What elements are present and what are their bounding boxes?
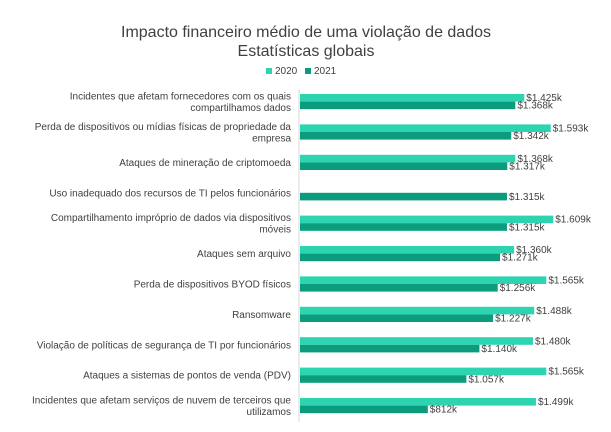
bar-2020 <box>300 215 554 224</box>
bar-2021 <box>300 253 501 262</box>
chart-subtitle: Estatísticas globais <box>238 43 375 60</box>
data-label-2021: $1.227k <box>495 314 532 325</box>
data-label-2021: $1.057k <box>468 374 505 385</box>
bar-2020 <box>300 306 535 315</box>
category-label: Uso inadequado dos recursos de TI pelos … <box>49 188 291 199</box>
data-label-2021: $1.342k <box>513 131 550 142</box>
legend-swatch-2020 <box>266 68 272 74</box>
legend: 2020 2021 <box>266 66 337 77</box>
bar-2021 <box>300 405 428 414</box>
data-label-2021: $812k <box>430 405 458 416</box>
category-label: Ataques a sistemas de pontos de venda (P… <box>83 371 291 382</box>
category-label-line: utilizamos <box>247 407 291 418</box>
data-label-2020: $1.593k <box>553 124 590 135</box>
bar-2020 <box>300 124 551 132</box>
category-label-line: Ataques a sistemas de pontos de venda (P… <box>83 371 291 382</box>
category-label-line: Ataques sem arquivo <box>197 249 291 260</box>
data-label-2021: $1.140k <box>481 344 518 355</box>
legend-swatch-2021 <box>305 68 311 74</box>
bar-2021 <box>300 375 467 383</box>
bar-2020 <box>300 246 515 254</box>
data-label-2021: $1.315k <box>509 222 546 233</box>
category-label-line: Perda de dispositivos ou mídias físicas … <box>35 122 292 133</box>
data-label-2020: $1.425k <box>526 93 563 104</box>
category-label: Ransomware <box>232 310 291 321</box>
category-label-line: compartilhamos dados <box>190 103 291 114</box>
category-label: Perda de dispositivos BYOD físicos <box>134 280 291 291</box>
category-label: Perda de dispositivos ou mídias físicas … <box>35 122 292 145</box>
bar-2020 <box>300 367 547 376</box>
data-label-2020: $1.565k <box>548 276 585 287</box>
category-label: Violação de políticas de segurança de TI… <box>37 340 291 351</box>
plot-area: Incidentes que afetam fornecedores com o… <box>32 89 592 422</box>
data-label-2020: $1.368k <box>517 154 554 165</box>
data-label-2021: $1.256k <box>500 283 537 294</box>
category-label-line: Ransomware <box>232 310 291 321</box>
data-label-2020: $1.480k <box>535 336 572 347</box>
bar-2021 <box>300 101 516 110</box>
category-label: Compartilhamento impróprio de dados via … <box>51 213 291 236</box>
bar-2021 <box>300 314 494 322</box>
bar-2021 <box>300 284 498 292</box>
legend-label-2020: 2020 <box>275 66 298 77</box>
data-label-2021: $1.315k <box>509 192 546 203</box>
category-label-line: Incidentes que afetam serviços de nuvem … <box>32 395 291 406</box>
bar-2021 <box>300 192 507 201</box>
bar-2021 <box>300 132 512 140</box>
category-label-line: Violação de políticas de segurança de TI… <box>37 340 291 351</box>
bar-2021 <box>300 162 508 170</box>
bar-2020 <box>300 337 533 345</box>
data-label-2020: $1.360k <box>516 245 553 256</box>
category-label-line: móveis <box>259 224 291 235</box>
chart-title: Impacto financeiro médio de uma violação… <box>121 24 491 41</box>
data-label-2021: $1.368k <box>517 101 554 112</box>
bar-2020 <box>300 154 516 163</box>
bar-2020 <box>300 398 536 406</box>
data-label-2021: $1.271k <box>502 253 539 264</box>
bar-2021 <box>300 223 507 231</box>
category-label-line: Perda de dispositivos BYOD físicos <box>134 280 291 291</box>
data-label-2020: $1.488k <box>536 306 573 317</box>
bar-2020 <box>300 276 547 284</box>
category-label: Ataques de mineração de criptomoeda <box>119 158 291 169</box>
bar-2020 <box>300 94 525 102</box>
category-label-line: Ataques de mineração de criptomoeda <box>119 158 291 169</box>
category-label-line: Uso inadequado dos recursos de TI pelos … <box>49 188 291 199</box>
data-label-2020: $1.565k <box>548 367 585 378</box>
bar-2021 <box>300 344 480 353</box>
category-label-line: Incidentes que afetam fornecedores com o… <box>70 91 291 102</box>
legend-label-2021: 2021 <box>314 66 337 77</box>
category-label-line: Compartilhamento impróprio de dados via … <box>51 213 291 224</box>
data-label-2021: $1.317k <box>509 162 546 173</box>
category-label: Incidentes que afetam serviços de nuvem … <box>32 395 291 418</box>
data-label-2020: $1.499k <box>538 397 575 408</box>
category-label: Incidentes que afetam fornecedores com o… <box>70 91 291 114</box>
data-label-2020: $1.609k <box>555 215 592 226</box>
category-label: Ataques sem arquivo <box>197 249 291 260</box>
category-label-line: empresa <box>252 133 291 144</box>
